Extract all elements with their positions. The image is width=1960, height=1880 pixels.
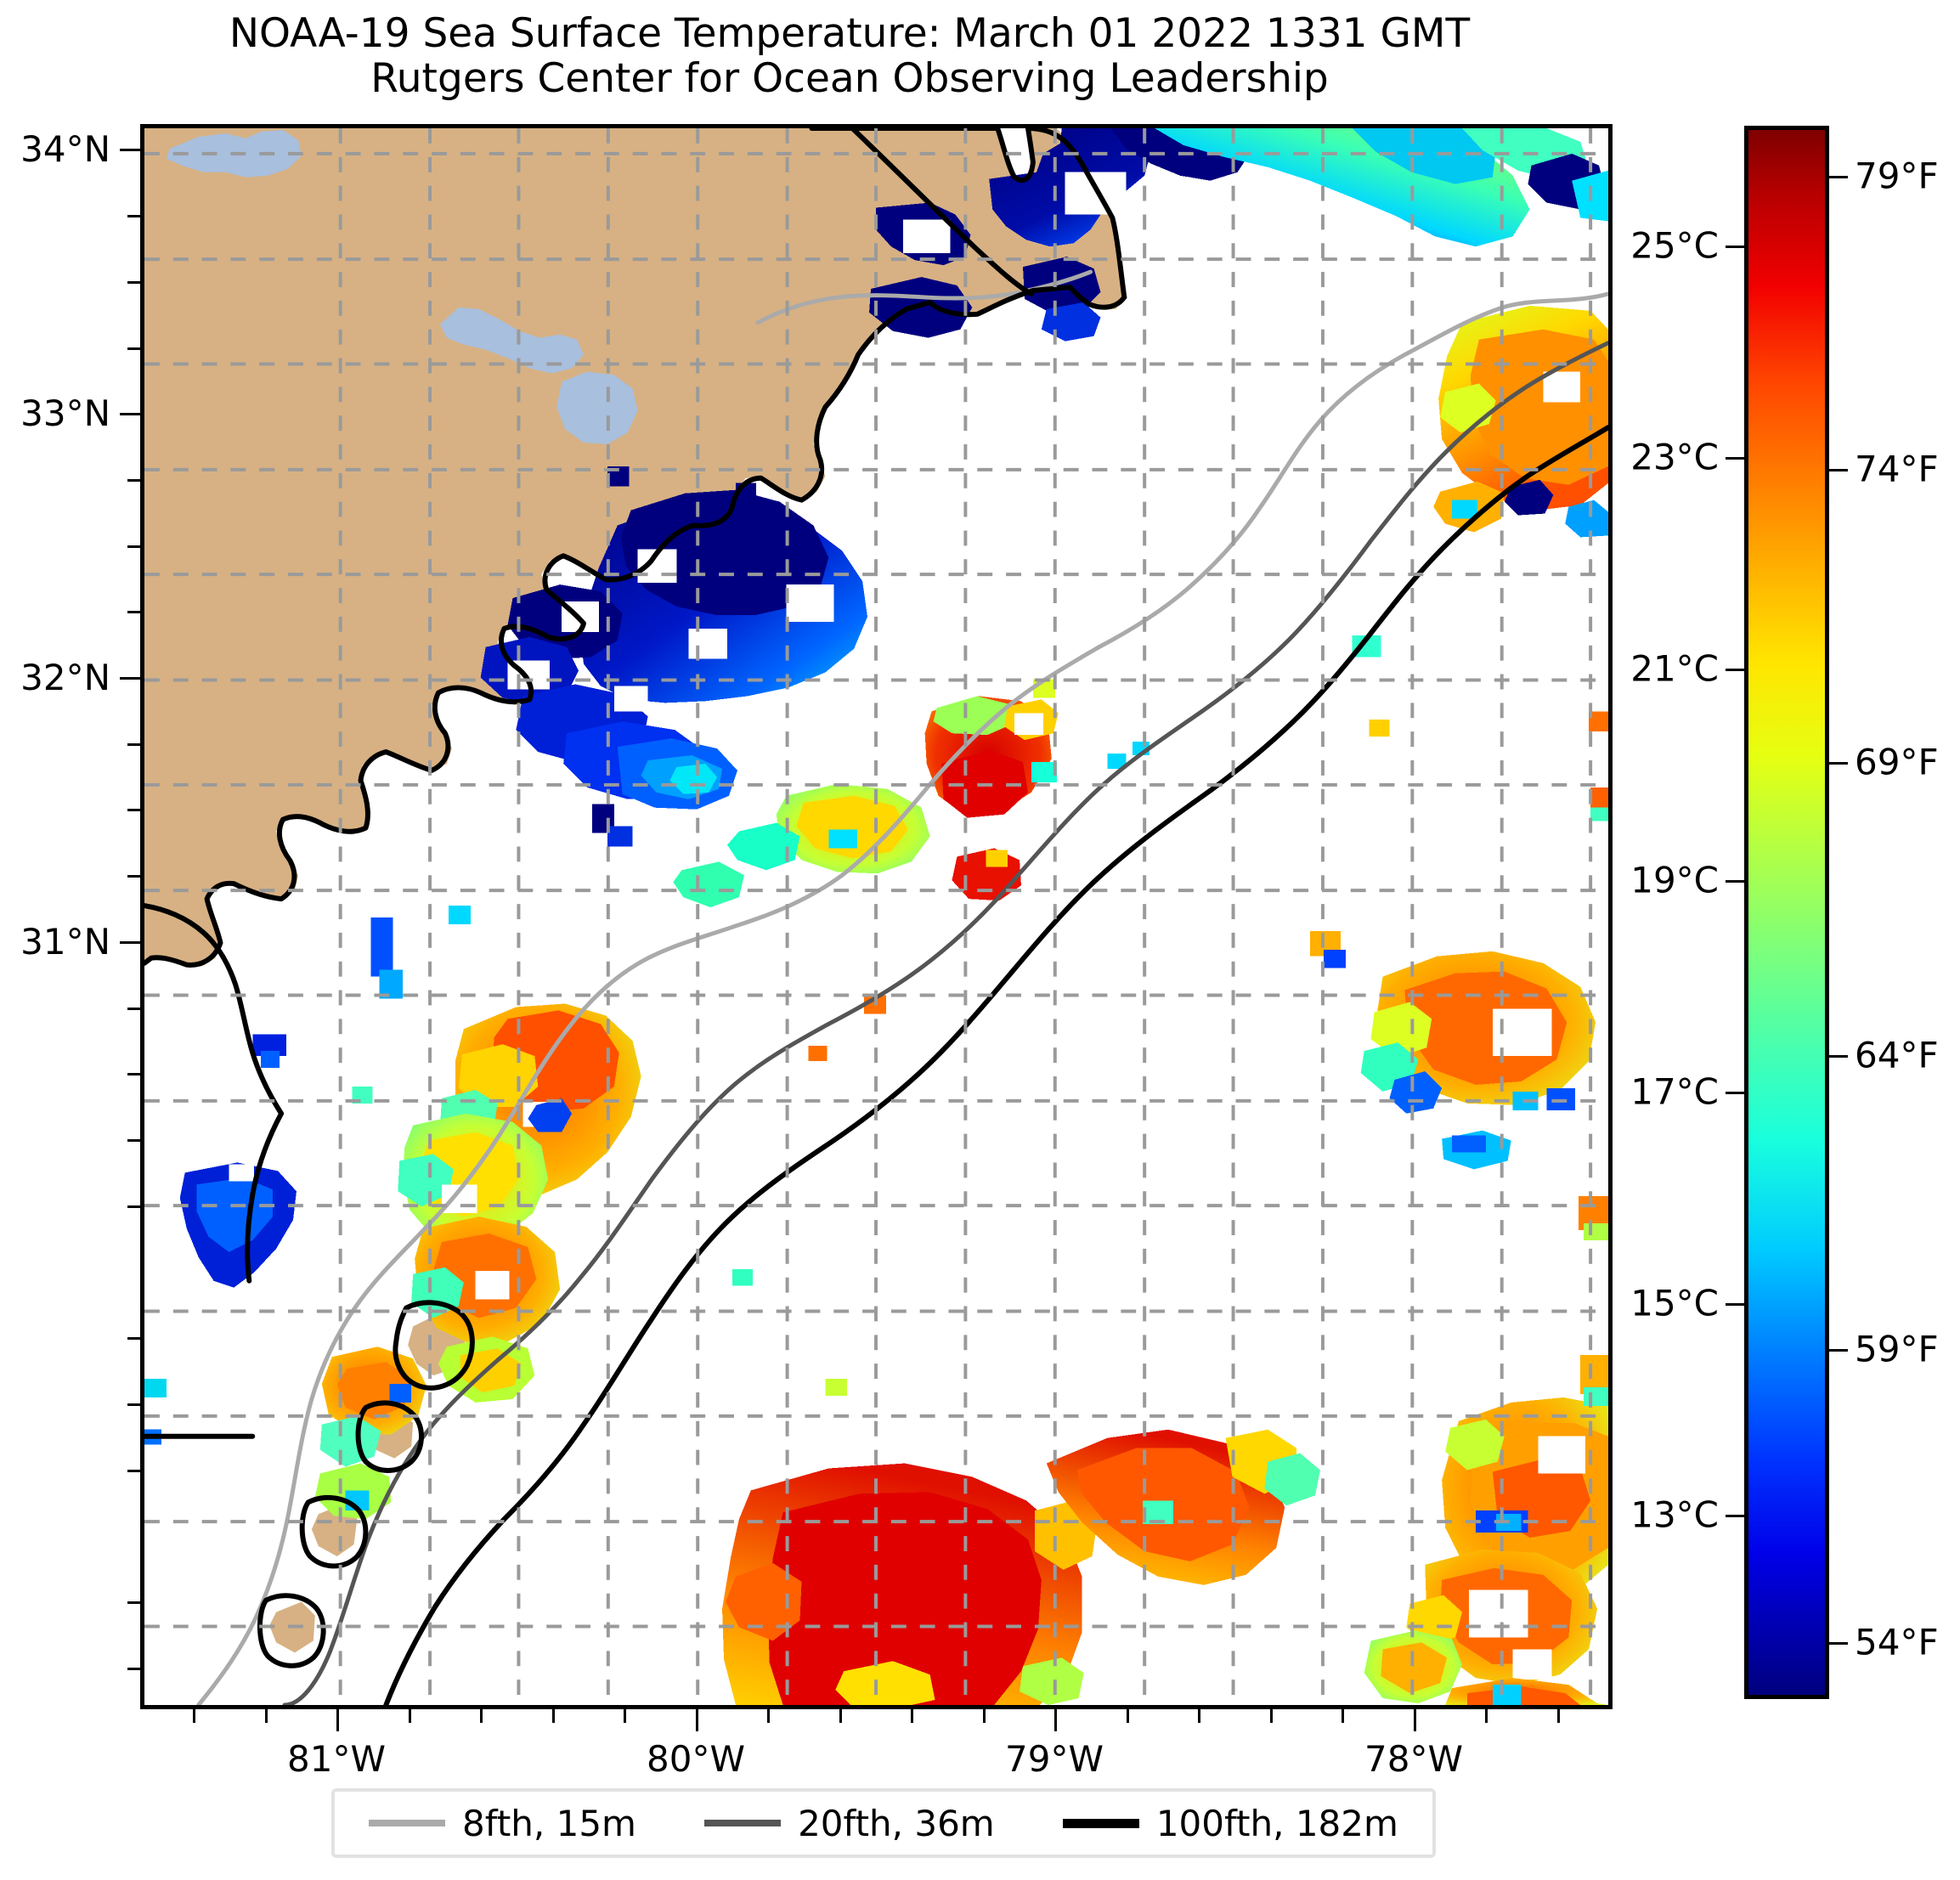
y-tick-label-31n: 31°N — [20, 921, 110, 963]
inland-lakes — [166, 129, 638, 444]
x-major-tick — [336, 1709, 339, 1731]
cbar-label-21c: 21°C — [1630, 647, 1719, 690]
y-minor-tick — [127, 1403, 140, 1406]
cbar-label-13c: 13°C — [1630, 1493, 1719, 1536]
x-major-tick — [696, 1709, 698, 1731]
x-tick-label-81w: 81°W — [287, 1738, 386, 1780]
legend-line-100fth-icon — [1062, 1818, 1139, 1828]
x-minor-tick — [409, 1709, 411, 1723]
legend-item-8fth[interactable]: 8fth, 15m — [369, 1803, 636, 1844]
x-major-tick — [1054, 1709, 1057, 1731]
sst-map-svg — [144, 128, 1608, 1705]
cbar-label-54f: 54°F — [1855, 1621, 1939, 1663]
cbar-label-17c: 17°C — [1630, 1070, 1719, 1113]
x-tick-label-79w: 79°W — [1005, 1738, 1104, 1780]
cbar-label-23c: 23°C — [1630, 436, 1719, 478]
isobath-100fathom — [383, 425, 1608, 1705]
y-minor-tick — [127, 215, 140, 217]
cbar-tick-left — [1726, 1515, 1744, 1517]
y-minor-tick — [127, 1601, 140, 1604]
y-minor-tick — [127, 611, 140, 613]
cbar-label-19c: 19°C — [1630, 859, 1719, 901]
y-tick-label-32n: 32°N — [20, 657, 110, 698]
y-major-tick — [120, 677, 140, 680]
cbar-label-79f: 79°F — [1855, 155, 1939, 197]
x-minor-tick — [839, 1709, 842, 1723]
cbar-tick-left — [1726, 457, 1744, 460]
y-minor-tick — [127, 1337, 140, 1340]
x-minor-tick — [480, 1709, 483, 1723]
y-minor-tick — [127, 1073, 140, 1075]
cbar-label-59f: 59°F — [1855, 1328, 1939, 1370]
cbar-label-69f: 69°F — [1855, 741, 1939, 783]
x-tick-label-80w: 80°W — [647, 1738, 745, 1780]
y-minor-tick — [127, 347, 140, 350]
y-minor-tick — [127, 1008, 140, 1010]
y-tick-label-34n: 34°N — [20, 128, 110, 170]
colorbar-gradient — [1744, 126, 1829, 1699]
map-gridlines — [144, 128, 1608, 1705]
isobath-legend: 8fth, 15m 20fth, 36m 100fth, 182m — [331, 1788, 1436, 1858]
x-tick-label-78w: 78°W — [1364, 1738, 1463, 1780]
cbar-tick-right — [1829, 1055, 1848, 1058]
x-minor-tick — [624, 1709, 626, 1723]
title-line-1: NOAA-19 Sea Surface Temperature: March 0… — [229, 10, 1471, 57]
x-minor-tick — [265, 1709, 268, 1723]
legend-label-8fth: 8fth, 15m — [462, 1802, 636, 1844]
cbar-label-74f: 74°F — [1855, 448, 1939, 490]
cbar-label-64f: 64°F — [1855, 1034, 1939, 1076]
x-minor-tick — [1485, 1709, 1488, 1723]
y-minor-tick — [127, 1668, 140, 1670]
x-minor-tick — [193, 1709, 195, 1723]
x-minor-tick — [911, 1709, 913, 1723]
x-minor-tick — [1198, 1709, 1200, 1723]
cbar-tick-right — [1829, 1349, 1848, 1352]
legend-line-20fth-icon — [704, 1820, 782, 1826]
y-major-tick — [120, 941, 140, 944]
x-minor-tick — [1341, 1709, 1344, 1723]
cbar-tick-right — [1829, 176, 1848, 178]
x-minor-tick — [1270, 1709, 1273, 1723]
legend-line-8fth-icon — [369, 1820, 446, 1826]
title-line-2: Rutgers Center for Ocean Observing Leade… — [370, 54, 1329, 102]
legend-item-100fth[interactable]: 100fth, 182m — [1062, 1802, 1398, 1844]
y-minor-tick — [127, 545, 140, 548]
y-minor-tick — [127, 875, 140, 878]
y-minor-tick — [127, 809, 140, 811]
cbar-label-15c: 15°C — [1630, 1282, 1719, 1324]
cbar-tick-right — [1829, 762, 1848, 765]
cbar-tick-right — [1829, 1642, 1848, 1645]
y-minor-tick — [127, 281, 140, 284]
x-minor-tick — [1127, 1709, 1129, 1723]
x-minor-tick — [767, 1709, 770, 1723]
legend-label-20fth: 20fth, 36m — [798, 1802, 995, 1844]
map-plot-area[interactable] — [140, 124, 1613, 1709]
cbar-tick-left — [1726, 669, 1744, 671]
y-minor-tick — [127, 1205, 140, 1208]
y-minor-tick — [127, 743, 140, 746]
y-major-tick — [120, 413, 140, 415]
cbar-label-25c: 25°C — [1630, 224, 1719, 267]
y-tick-label-33n: 33°N — [20, 392, 110, 434]
isobath-20fathom — [282, 341, 1608, 1705]
y-minor-tick — [127, 479, 140, 482]
y-major-tick — [120, 149, 140, 151]
x-minor-tick — [1557, 1709, 1560, 1723]
cbar-tick-left — [1726, 880, 1744, 883]
legend-label-100fth: 100fth, 182m — [1155, 1802, 1398, 1844]
coastline — [144, 128, 1127, 1668]
cbar-tick-left — [1726, 1303, 1744, 1306]
figure-title: NOAA-19 Sea Surface Temperature: March 0… — [0, 10, 1699, 102]
legend-item-20fth[interactable]: 20fth, 36m — [704, 1803, 995, 1844]
x-minor-tick — [983, 1709, 986, 1723]
x-minor-tick — [552, 1709, 555, 1723]
y-minor-tick — [127, 1470, 140, 1472]
cbar-tick-right — [1829, 469, 1848, 471]
cbar-tick-left — [1726, 246, 1744, 248]
y-minor-tick — [127, 1139, 140, 1142]
cbar-tick-left — [1726, 1092, 1744, 1094]
x-major-tick — [1414, 1709, 1416, 1731]
temperature-colorbar[interactable]: 25°C 23°C 21°C 19°C 17°C 15°C 13°C — [1630, 126, 1939, 1699]
